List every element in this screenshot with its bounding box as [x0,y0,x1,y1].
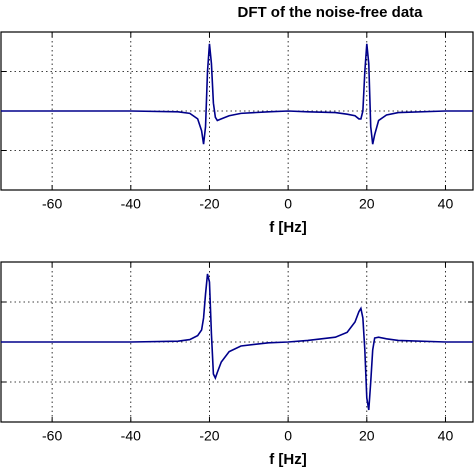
x-tick-label: -40 [121,428,141,444]
x-tick-label: 40 [438,196,454,212]
x-axis-label: f [Hz] [269,451,307,468]
x-tick-label: 0 [284,428,292,444]
data-line [1,43,473,145]
chart-title: DFT of the noise-free data [237,4,423,21]
data-line [1,273,473,411]
x-tick-label: 0 [284,196,292,212]
x-tick-label: -20 [199,428,219,444]
x-tick-label: 20 [359,196,375,212]
x-axis-label: f [Hz] [269,219,307,236]
x-tick-label: -60 [42,196,62,212]
x-tick-label: -20 [199,196,219,212]
x-tick-label: -40 [121,196,141,212]
x-tick-label: 20 [359,428,375,444]
x-tick-label: 40 [438,428,454,444]
x-tick-label: -60 [42,428,62,444]
